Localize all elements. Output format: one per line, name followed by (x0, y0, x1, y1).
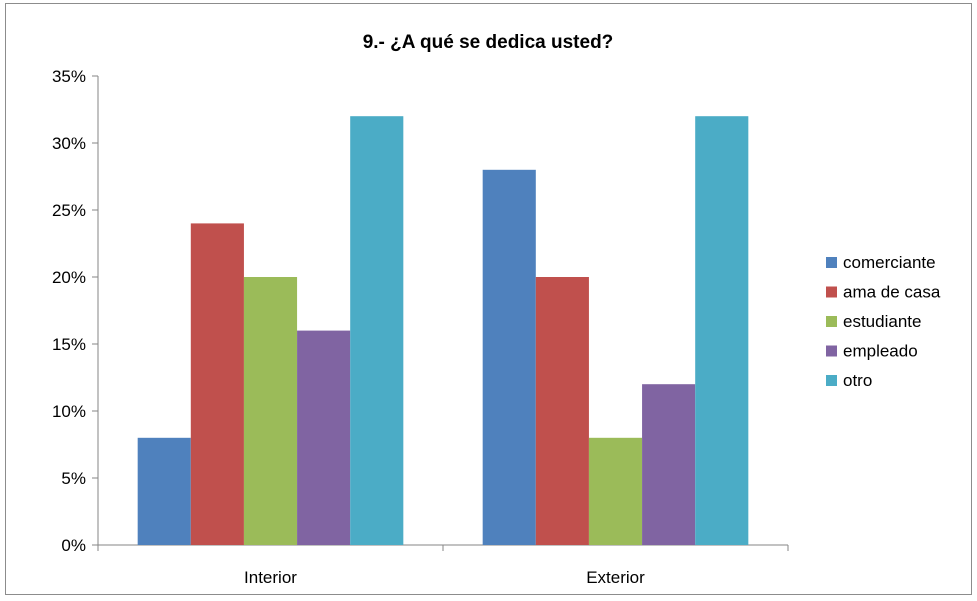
legend-swatch (826, 375, 837, 386)
legend-swatch (826, 286, 837, 298)
legend-swatch (826, 257, 837, 268)
chart-title: 9.- ¿A qué se dedica usted? (363, 32, 614, 53)
y-tick-label: 0% (61, 536, 86, 555)
x-category-label: Exterior (586, 568, 645, 587)
x-category-label: Interior (244, 568, 297, 587)
legend-label: estudiante (843, 312, 921, 331)
chart-bars (137, 116, 749, 546)
bar-estudiante-exterior (588, 437, 643, 545)
y-tick-label: 10% (52, 402, 86, 421)
chart-legend: comerciante ama de casa estudiante empleado… (826, 253, 941, 390)
x-tick-labels: Interior Exterior (244, 568, 645, 587)
legend-label: comerciante (843, 253, 936, 272)
y-tick-label: 20% (52, 268, 86, 287)
bar-otro-interior (350, 116, 404, 545)
bar-comerciante-exterior (482, 169, 536, 546)
legend-swatch (826, 316, 837, 327)
y-tick-label: 25% (52, 201, 86, 220)
y-tick-label: 30% (52, 134, 86, 153)
bar-empleado-exterior (642, 384, 696, 545)
bar-comerciante-interior (137, 437, 191, 545)
bar-empleado-interior (297, 330, 351, 545)
legend-label: empleado (843, 342, 918, 361)
bar-otro-exterior (695, 116, 749, 545)
legend-label: otro (843, 371, 872, 390)
bar-ama-de-casa-exterior (535, 277, 589, 545)
y-tick-label: 15% (52, 335, 86, 354)
bar-ama-de-casa-interior (190, 223, 244, 545)
y-tick-label: 5% (61, 469, 86, 488)
legend-label: ama de casa (843, 283, 941, 302)
legend-swatch (826, 345, 837, 357)
y-tick-label: 35% (52, 67, 86, 86)
bar-estudiante-interior (243, 277, 298, 545)
